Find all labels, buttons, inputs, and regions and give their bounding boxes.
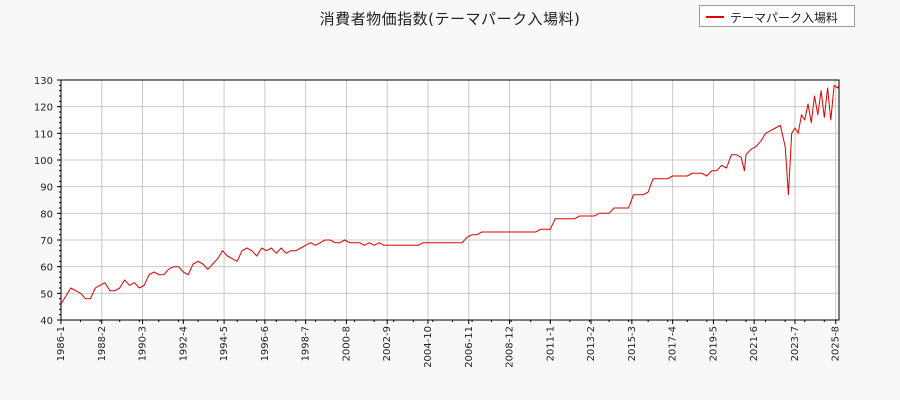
x-tick-label: 1992-4 [178, 326, 189, 361]
x-tick-label: 1988-2 [97, 326, 108, 361]
x-tick-label: 2008-12 [505, 326, 516, 368]
x-tick-label: 2017-4 [668, 326, 679, 361]
plot-area [61, 80, 839, 320]
plot-frame [60, 79, 840, 321]
series-line [60, 84, 840, 305]
x-tick-label: 2002-9 [382, 326, 393, 361]
x-tick-label: 2019-5 [708, 326, 719, 361]
x-tick-label: 1990-3 [138, 326, 149, 361]
y-tick-label: 70 [40, 236, 53, 247]
y-tick-label: 60 [40, 263, 53, 274]
x-tick-label: 2015-3 [627, 326, 638, 361]
x-tick-label: 1994-5 [219, 326, 230, 361]
y-tick-label: 50 [40, 289, 53, 300]
x-tick-label: 1986-1 [56, 326, 67, 361]
x-tick-label: 2023-7 [790, 326, 801, 361]
y-tick-label: 110 [34, 129, 53, 140]
x-tick-label: 2004-10 [423, 326, 434, 368]
x-tick-label: 2000-8 [341, 326, 352, 361]
x-tick-label: 1996-6 [260, 326, 271, 361]
y-tick-label: 80 [40, 209, 53, 220]
legend-swatch [706, 16, 724, 18]
y-tick-label: 100 [34, 156, 53, 167]
x-tick-label: 1998-7 [301, 326, 312, 361]
x-tick-label: 2013-2 [586, 326, 597, 361]
chart-title: 消費者物価指数(テーマパーク入場料) [319, 10, 581, 28]
y-tick-label: 90 [40, 183, 53, 194]
x-tick-label: 2011-1 [545, 326, 556, 361]
legend: テーマパーク入場料 [699, 5, 855, 27]
y-tick-label: 40 [40, 316, 53, 327]
y-tick-label: 130 [34, 76, 53, 87]
y-tick-label: 120 [34, 103, 53, 114]
x-tick-label: 2021-6 [749, 326, 760, 361]
x-tick-label: 2025-8 [831, 326, 842, 361]
legend-label: テーマパーク入場料 [730, 11, 839, 25]
x-tick-label: 2006-11 [464, 326, 475, 368]
